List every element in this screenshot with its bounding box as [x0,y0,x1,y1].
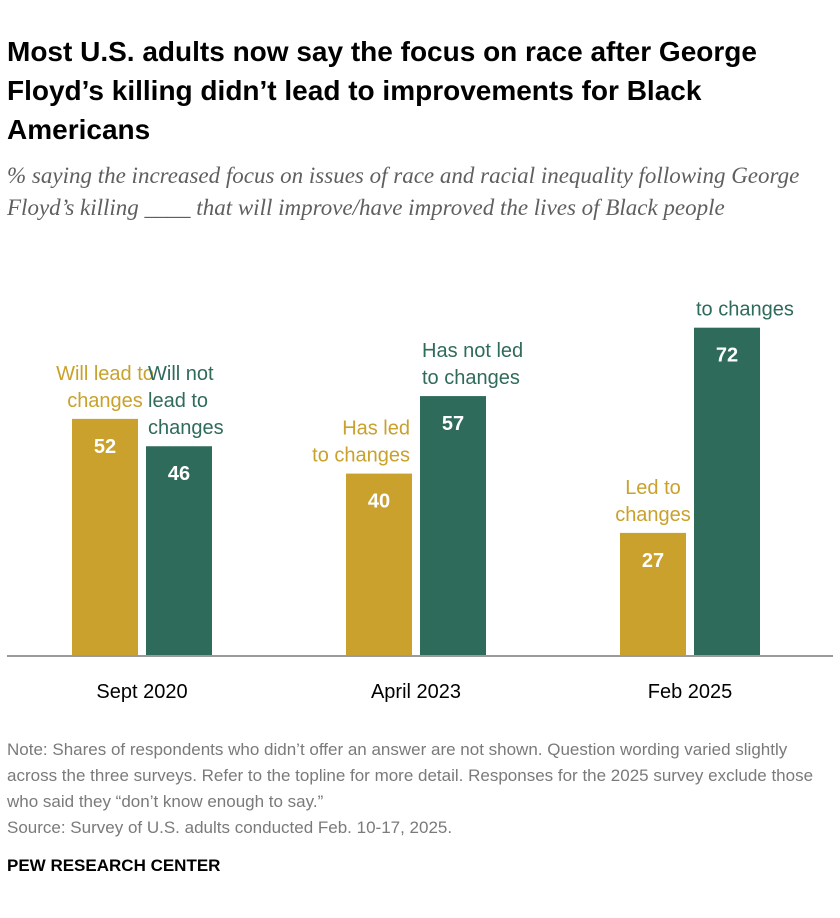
bar-value-label: 40 [368,491,390,513]
bar-value-label: 52 [94,436,116,458]
bar-value-label: 46 [168,463,190,485]
chart-subtitle: % saying the increased focus on issues o… [7,163,800,220]
chart-title: Most U.S. adults now say the focus on ra… [7,36,757,145]
brand-logo-text: PEW RESEARCH CENTER [7,856,221,875]
bar-value-label: 72 [716,345,738,367]
bar-value-label: 27 [642,550,664,572]
category-label: April 2023 [371,681,461,703]
bar-feb-2025-no [694,327,760,656]
series-label: Will lead to changes [56,363,154,412]
category-label: Feb 2025 [648,681,733,703]
series-label: Led to changes [615,477,691,526]
series-label: Has not led to changes [422,340,523,389]
bar-value-label: 57 [442,413,464,435]
source-text: Source: Survey of U.S. adults conducted … [7,818,453,837]
bar-april-2023-no [420,396,486,656]
series-label: Has led to changes [312,418,410,467]
bar-chart: 52 Will lead to changes 46 Will not lead to ch… [7,290,833,703]
note-text: Note: Shares of respondents who didn’t o… [7,740,814,811]
bar-sept-2020-yes [72,418,138,656]
chart-notes: Note: Shares of respondents who didn’t o… [7,737,833,841]
series-label: Will not lead to changes [148,363,224,439]
category-label: Sept 2020 [96,681,187,703]
bar-feb-2025-yes [620,532,686,656]
bar-april-2023-yes [346,473,412,656]
bar-sept-2020-no [146,446,212,656]
